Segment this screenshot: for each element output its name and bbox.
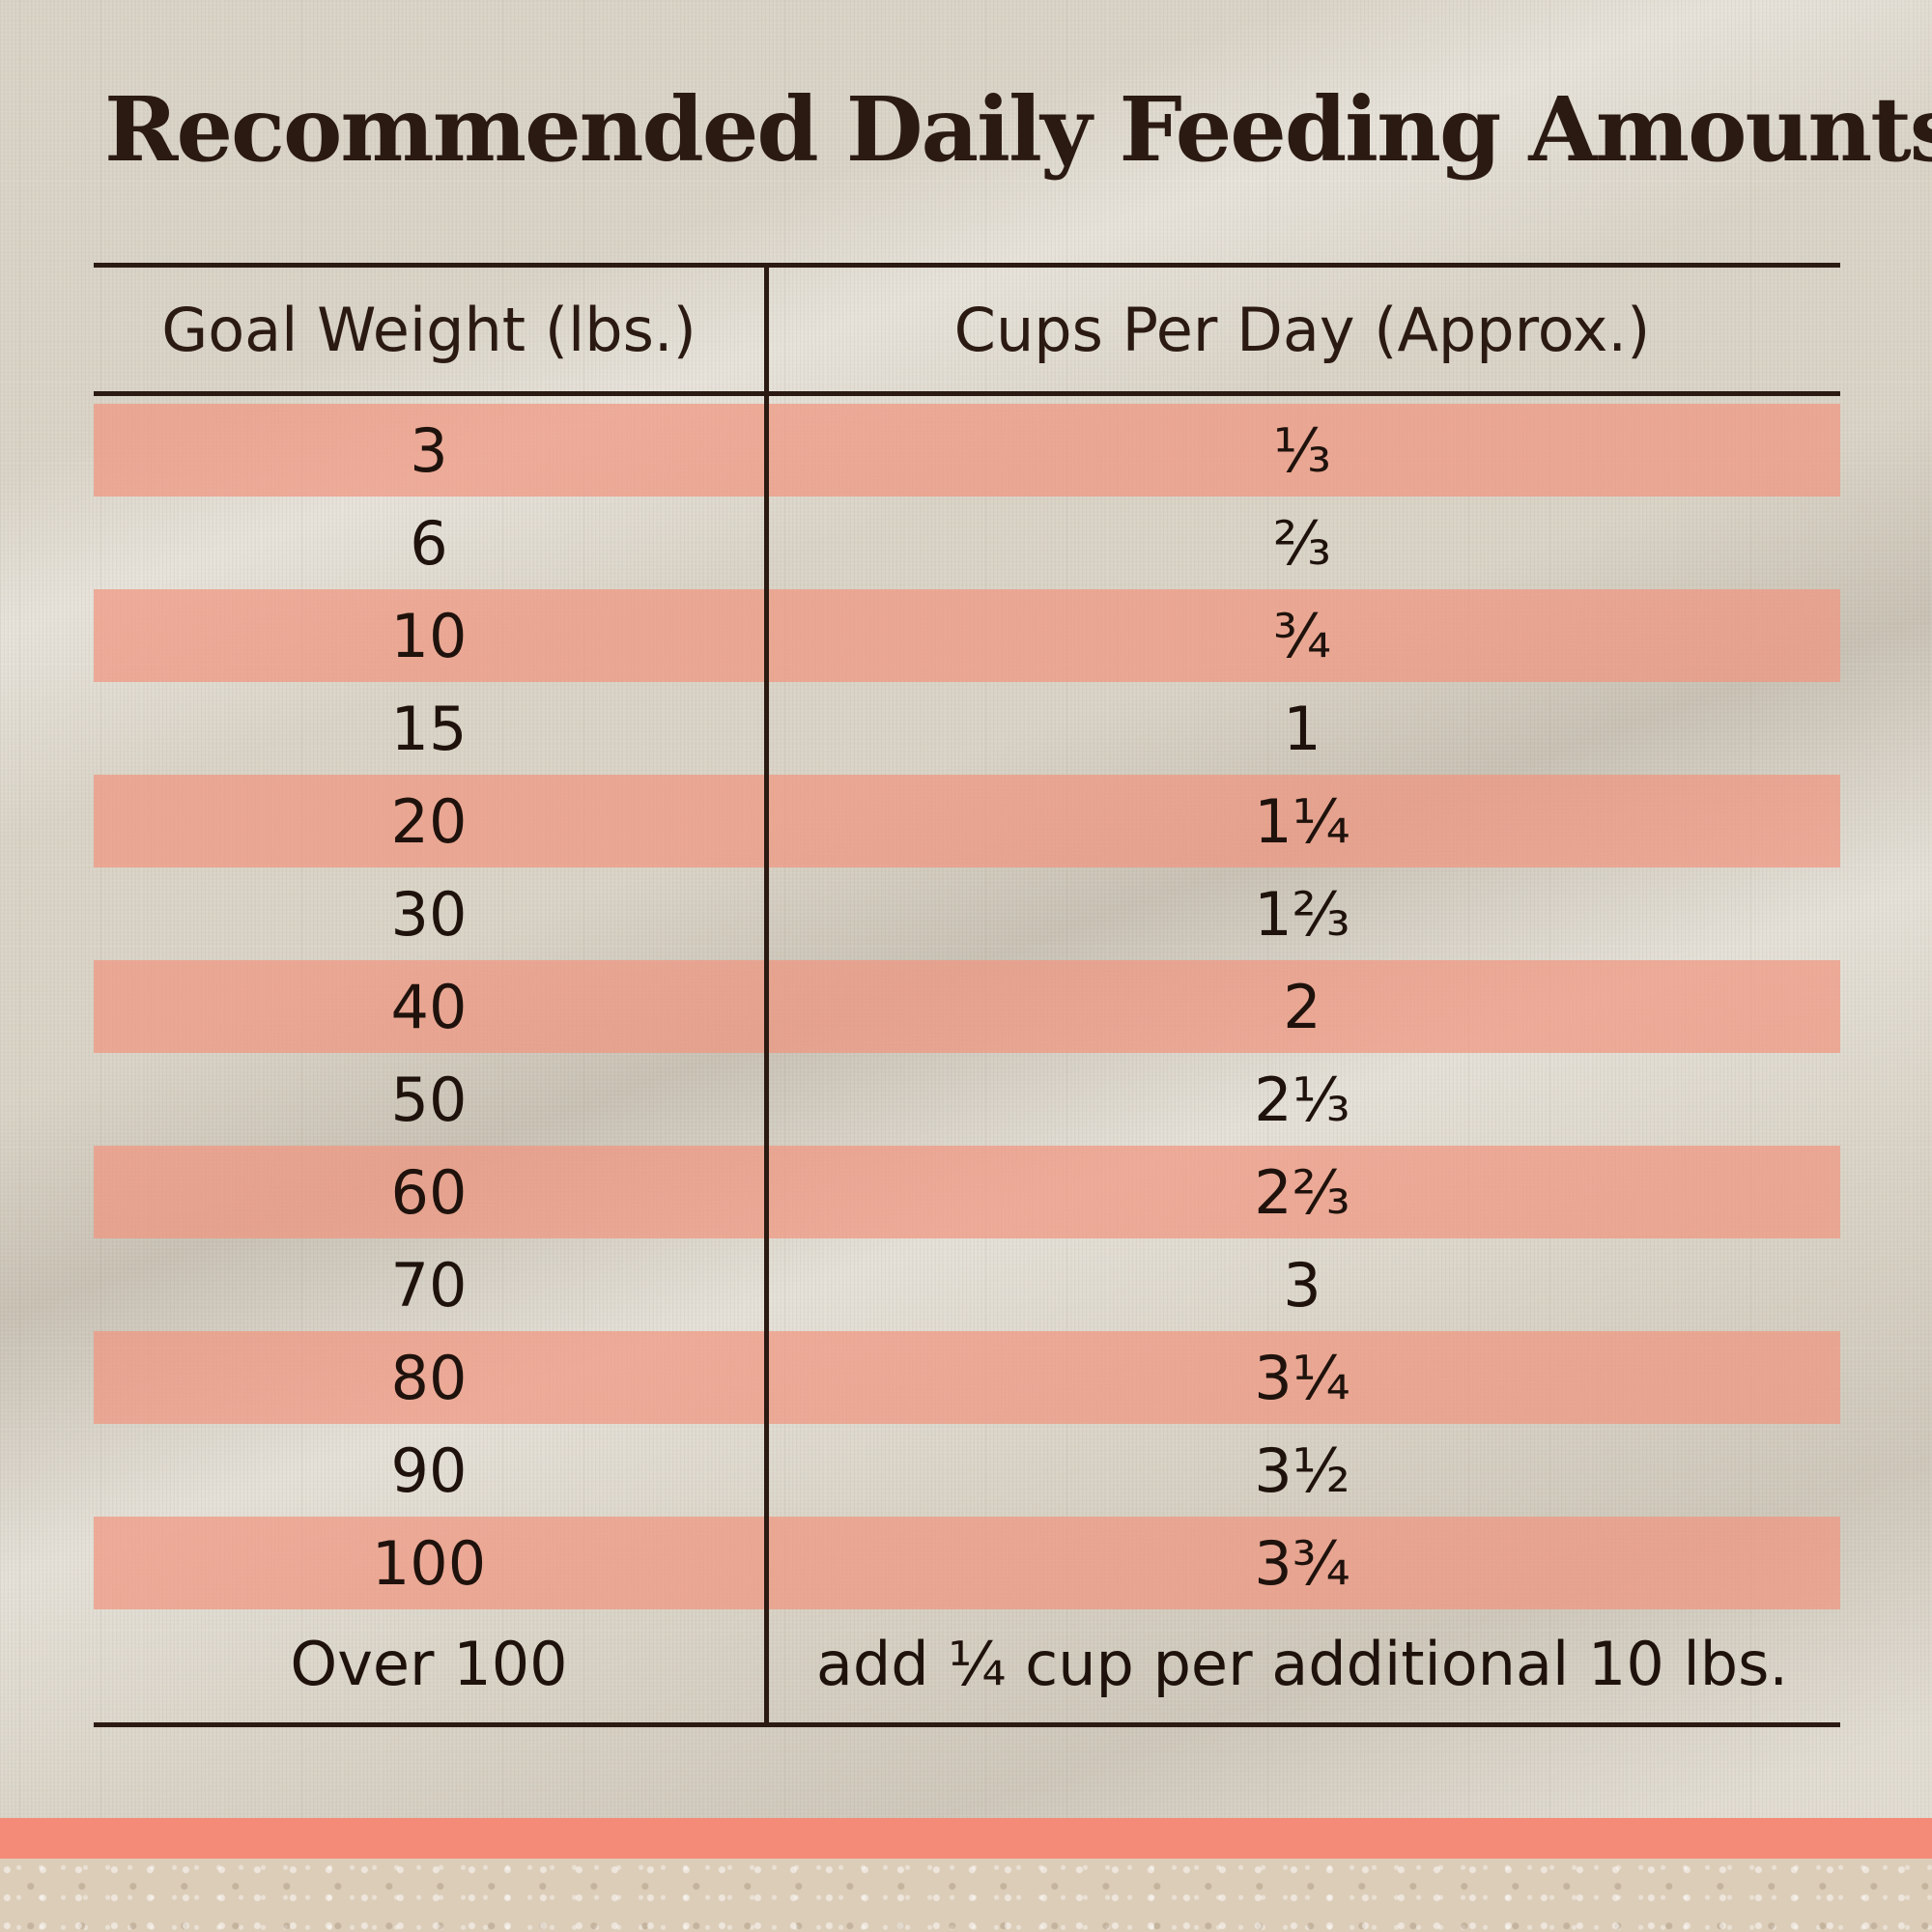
cups-cell: 1⅔ (1254, 878, 1350, 950)
table-bottom-rule (94, 1722, 1840, 1727)
page-title: Recommended Daily Feeding Amounts: (104, 77, 1932, 182)
table-header-row: Goal Weight (lbs.) Cups Per Day (Approx.… (94, 268, 1840, 391)
cups-cell: 3½ (1254, 1435, 1350, 1506)
header-cups-per-day: Cups Per Day (Approx.) (953, 294, 1651, 365)
table-row: 70 3 (94, 1238, 1840, 1331)
footer-texture-strip (0, 1859, 1932, 1932)
table-row: 30 1⅔ (94, 867, 1840, 960)
cups-cell: 2⅓ (1254, 1064, 1350, 1135)
table-row: 20 1¼ (94, 775, 1840, 867)
table-top-rule (94, 263, 1840, 268)
header-goal-weight: Goal Weight (lbs.) (161, 294, 696, 365)
weight-cell: 10 (390, 600, 468, 671)
feeding-table: Goal Weight (lbs.) Cups Per Day (Approx.… (94, 263, 1840, 1727)
cups-cell: 3¾ (1254, 1527, 1350, 1599)
table-row: 40 2 (94, 960, 1840, 1053)
weight-cell: 60 (390, 1156, 468, 1228)
weight-cell: 80 (390, 1342, 468, 1413)
table-row: 6 ⅔ (94, 497, 1840, 589)
table-row: 15 1 (94, 682, 1840, 775)
weight-cell: 6 (410, 507, 448, 579)
table-row: 60 2⅔ (94, 1146, 1840, 1238)
table-row: 90 3½ (94, 1424, 1840, 1517)
cups-cell: 1¼ (1254, 785, 1350, 857)
weight-cell: 20 (390, 785, 468, 857)
weight-cell: 15 (390, 693, 468, 764)
table-header-rule (94, 391, 1840, 396)
weight-cell: 90 (390, 1435, 468, 1506)
weight-cell: 3 (410, 414, 448, 486)
cups-cell: 3¼ (1254, 1342, 1350, 1413)
weight-cell: 30 (390, 878, 468, 950)
weight-cell: 40 (390, 971, 468, 1042)
weight-cell: Over 100 (290, 1628, 568, 1699)
cups-cell: 3 (1283, 1249, 1321, 1321)
weight-cell: 50 (390, 1064, 468, 1135)
cups-cell: 2 (1283, 971, 1321, 1042)
table-body: 3 ⅓ 6 ⅔ 10 ¾ 15 1 20 1¼ 30 1⅔ 40 2 50 2⅓ (94, 404, 1840, 1718)
cups-cell: ⅓ (1272, 414, 1332, 486)
cups-cell: ⅔ (1272, 507, 1332, 579)
table-row: 3 ⅓ (94, 404, 1840, 497)
cups-cell: 2⅔ (1254, 1156, 1350, 1228)
table-row: 10 ¾ (94, 589, 1840, 682)
weight-cell: 100 (371, 1527, 487, 1599)
table-row: 80 3¼ (94, 1331, 1840, 1424)
cups-cell: add ¼ cup per additional 10 lbs. (815, 1628, 1789, 1699)
table-row: 100 3¾ (94, 1517, 1840, 1609)
column-divider (764, 263, 769, 1727)
accent-band (0, 1818, 1932, 1859)
table-row: Over 100 add ¼ cup per additional 10 lbs… (94, 1609, 1840, 1718)
table-row: 50 2⅓ (94, 1053, 1840, 1146)
weight-cell: 70 (390, 1249, 468, 1321)
cups-cell: ¾ (1272, 600, 1332, 671)
cups-cell: 1 (1283, 693, 1321, 764)
